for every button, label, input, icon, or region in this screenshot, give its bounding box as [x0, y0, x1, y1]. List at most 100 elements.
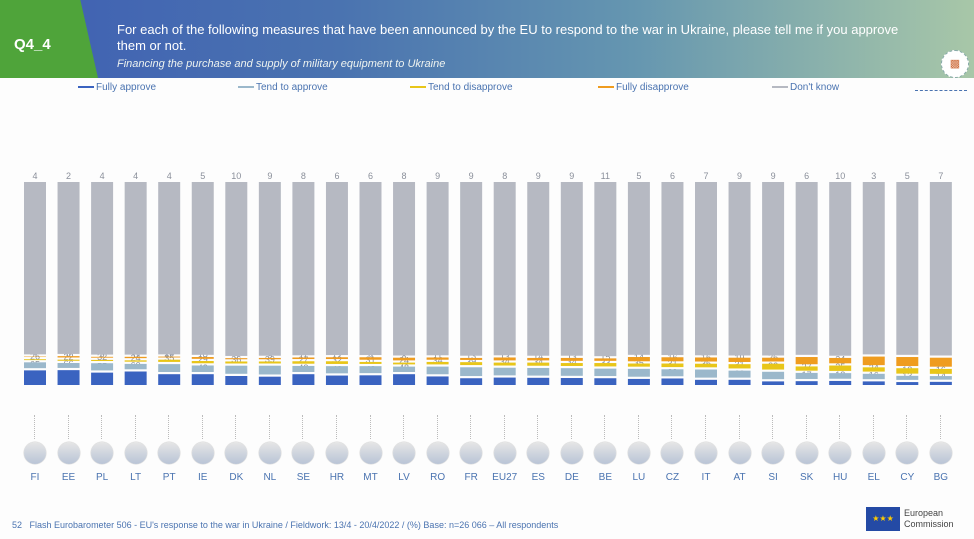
dotted-connector	[872, 415, 875, 439]
european-commission-logo: ★★★ European Commission	[850, 505, 960, 533]
footer-text: Flash Eurobarometer 506 - EU's response …	[29, 520, 559, 530]
value-label-AT-5: 9	[737, 171, 742, 181]
country-code: IT	[701, 472, 711, 483]
value-label-IT-2: 36	[701, 359, 711, 369]
value-label-DK-2: 36	[231, 355, 241, 365]
country-code: CZ	[665, 472, 680, 483]
logo-line-1: European	[904, 508, 944, 518]
value-label-MT-5: 6	[368, 171, 373, 181]
bar-IT-1	[695, 379, 717, 385]
bar-HU-1	[829, 380, 852, 385]
legend-label: Don't know	[790, 82, 840, 93]
bar-PL-4	[91, 356, 114, 358]
dotted-connector	[637, 415, 640, 439]
dotted-connector	[403, 415, 405, 439]
bulgaria-flag-icon	[929, 442, 952, 464]
eu-flag-icon	[493, 442, 516, 464]
bar-AT-4	[728, 357, 751, 362]
country-code: HU	[832, 472, 848, 483]
bar-PT-5	[158, 182, 181, 355]
legend-label: Tend to disapprove	[428, 82, 513, 93]
flag-column-EE: EE	[54, 415, 84, 483]
value-label-BG-5: 7	[938, 171, 943, 181]
bar-EE-1	[57, 370, 80, 385]
value-label-RO-2: 34	[433, 356, 443, 366]
country-code: DE	[564, 472, 579, 483]
bar-BG-2	[929, 376, 952, 380]
value-label-NL-2: 39	[265, 355, 275, 365]
value-label-MT-3: 9	[368, 351, 373, 361]
bar-SI-2	[762, 371, 785, 380]
bar-ES-4	[527, 357, 550, 361]
czechia-flag-icon	[661, 442, 684, 464]
value-label-IE-5: 5	[200, 171, 205, 181]
bar-HR-4	[325, 357, 348, 360]
bar-MT-2	[359, 366, 382, 374]
bar-NL-3	[258, 361, 281, 364]
bar-SE-5	[292, 182, 315, 356]
bar-SI-4	[762, 357, 785, 362]
bar-FI-3	[24, 359, 46, 361]
luxembourg-flag-icon	[627, 442, 650, 464]
bar-CY-5	[896, 182, 919, 355]
question-text: For each of the following measures that …	[117, 22, 899, 53]
flag-column-EL: EL	[859, 415, 889, 483]
bar-SK-2	[795, 372, 818, 379]
bar-HU-3	[829, 365, 852, 371]
value-label-ES-2: 34	[533, 357, 543, 367]
dotted-connector	[839, 415, 841, 439]
value-label-HR-2: 32	[332, 355, 342, 365]
dotted-connector	[101, 415, 103, 439]
spain-flag-icon	[527, 442, 550, 464]
poland-flag-icon	[91, 442, 114, 464]
legend-label: Fully approve	[96, 82, 157, 93]
flag-column-RO: RO	[423, 415, 453, 483]
value-label-LV-5: 8	[402, 171, 407, 181]
flag-column-IE: IE	[188, 415, 218, 483]
bar-CY-4	[896, 357, 919, 367]
bar-FR-5	[460, 182, 483, 356]
bar-DK-5	[225, 182, 248, 356]
chart-icon: ▩	[941, 50, 969, 78]
bar-DK-3	[225, 361, 248, 364]
legend-swatch	[410, 86, 426, 89]
bar-EL-3	[862, 367, 885, 372]
value-label-BG-1: 14	[936, 371, 946, 381]
sweden-flag-icon	[292, 442, 315, 464]
eu-flag-icon: ★★★	[866, 507, 900, 531]
legend-label: Fully disapprove	[616, 82, 689, 93]
bar-EU27-5	[493, 182, 516, 356]
bar-NL-2	[258, 365, 281, 375]
netherlands-flag-icon	[258, 442, 281, 464]
bar-CZ-2	[661, 369, 684, 377]
value-label-IE-3: 10	[198, 350, 208, 360]
bar-PL-3	[91, 359, 114, 362]
value-label-HU-5: 10	[835, 171, 845, 181]
lithuania-flag-icon	[124, 442, 147, 464]
romania-flag-icon	[426, 442, 449, 464]
country-code: BG	[933, 472, 949, 483]
country-code: SI	[768, 472, 778, 483]
slovakia-flag-icon	[795, 442, 818, 464]
dotted-connector	[738, 415, 741, 439]
value-label-NL-5: 9	[267, 171, 272, 181]
bar-LT-3	[124, 360, 147, 362]
bar-MT-1	[359, 375, 382, 385]
bar-EU27-2	[493, 367, 516, 376]
bar-IE-5	[191, 182, 214, 355]
value-label-PL-5: 4	[100, 171, 105, 181]
flag-column-EU27: EU27	[490, 415, 520, 483]
country-code: ES	[531, 472, 545, 483]
value-label-DE-2: 34	[567, 357, 577, 367]
flag-column-LT: LT	[121, 415, 151, 483]
greece-flag-icon	[862, 442, 885, 464]
value-label-LU-5: 5	[636, 171, 641, 181]
dotted-connector	[772, 415, 774, 439]
value-label-SE-2: 27	[298, 355, 308, 365]
dotted-connector	[503, 415, 506, 439]
bar-HU-2	[829, 373, 852, 379]
dotted-connector	[570, 415, 573, 439]
value-label-BE-2: 33	[600, 358, 610, 368]
country-code: HR	[329, 472, 345, 483]
bar-FI-1	[24, 370, 46, 385]
